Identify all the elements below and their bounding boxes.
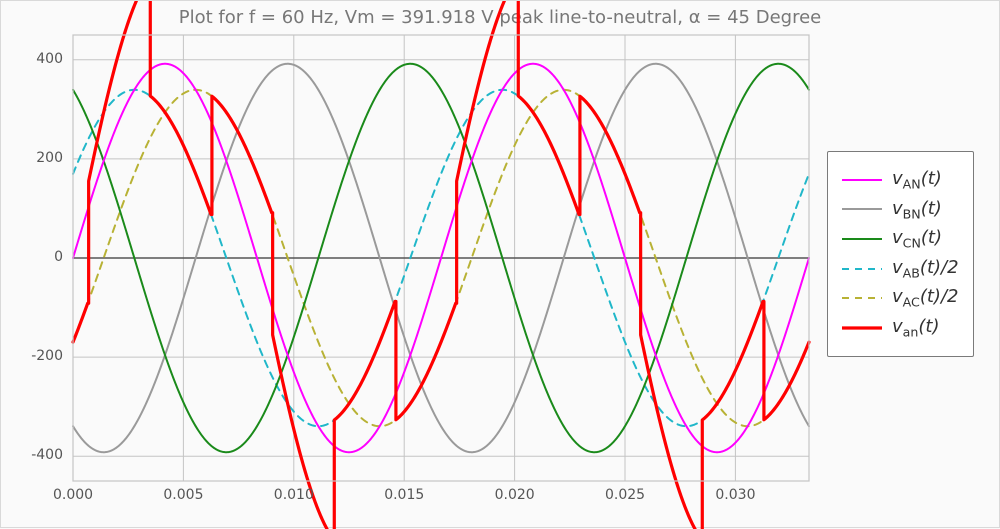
legend-label-vAC2: vAC(t)/2: [892, 286, 958, 310]
y-tick-label: 0: [54, 249, 63, 265]
y-tick-label: -400: [31, 447, 63, 463]
stage: Plot for f = 60 Hz, Vm = 391.918 V peak …: [0, 0, 1000, 528]
x-tick-label: 0.020: [495, 487, 535, 503]
legend-row-vAC2: vAC(t)/2: [842, 286, 959, 310]
legend-row-vBN: vBN(t): [842, 198, 959, 222]
legend-row-van: van(t): [842, 316, 959, 340]
x-tick-label: 0.010: [274, 487, 314, 503]
legend-swatch-van: [842, 319, 882, 337]
legend-swatch-vAC2: [842, 289, 882, 307]
x-tick-label: 0.005: [163, 487, 203, 503]
legend-label-vAB2: vAB(t)/2: [892, 257, 959, 281]
legend-swatch-vBN: [842, 200, 882, 218]
y-tick-label: 400: [36, 51, 63, 67]
legend-label-vBN: vBN(t): [892, 198, 942, 222]
legend-row-vAN: vAN(t): [842, 168, 959, 192]
legend-swatch-vAN: [842, 171, 882, 189]
x-tick-label: 0.030: [715, 487, 755, 503]
legend-swatch-vAB2: [842, 260, 882, 278]
x-tick-label: 0.015: [384, 487, 424, 503]
y-tick-label: 200: [36, 150, 63, 166]
legend-row-vCN: vCN(t): [842, 227, 959, 251]
legend-row-vAB2: vAB(t)/2: [842, 257, 959, 281]
legend: vAN(t) vBN(t) vCN(t) vAB(t)/2 vAC(t)/2 van(t): [827, 151, 974, 357]
x-tick-label: 0.000: [53, 487, 93, 503]
legend-label-van: van(t): [892, 316, 939, 340]
x-tick-label: 0.025: [605, 487, 645, 503]
legend-label-vCN: vCN(t): [892, 227, 942, 251]
y-tick-label: -200: [31, 348, 63, 364]
legend-label-vAN: vAN(t): [892, 168, 942, 192]
legend-swatch-vCN: [842, 230, 882, 248]
